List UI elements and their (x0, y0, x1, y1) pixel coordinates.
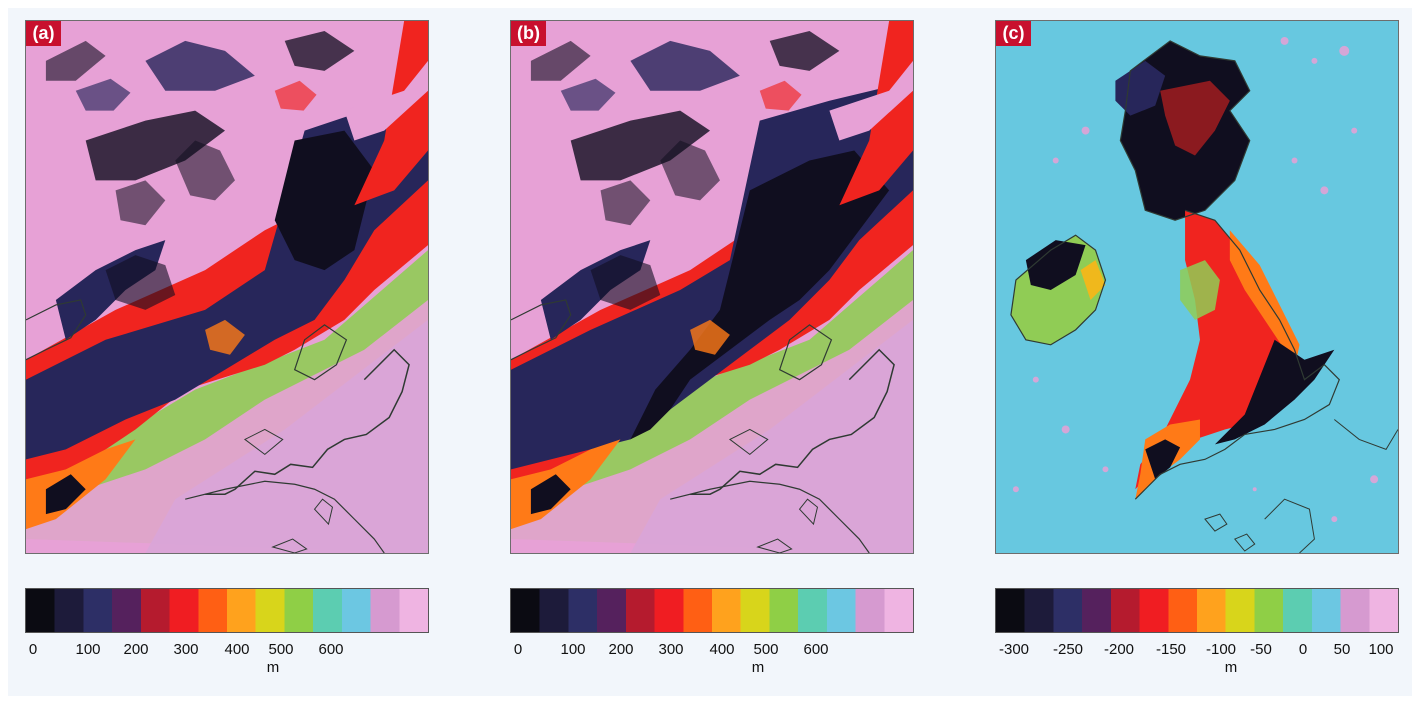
figure: (a) (8, 8, 1412, 696)
panel-a-unit: m (266, 659, 280, 676)
panel-c-tick: -300 (998, 641, 1030, 658)
panel-a-tick: 0 (28, 641, 38, 658)
panel-a-colorbar (25, 588, 429, 633)
panel-b-colorbar-ticks: 0 100 200 300 400 500 600 (510, 641, 914, 661)
panel-a-tick: 400 (224, 641, 250, 658)
panel-b-tick: 300 (658, 641, 684, 658)
panel-b-colorbar (510, 588, 914, 633)
panel-a-colorbar-ticks: 0 100 200 300 400 500 600 (25, 641, 429, 661)
panel-c-tick: -100 (1205, 641, 1237, 658)
panel-b-label: (b) (511, 21, 546, 46)
panel-c-tick: 50 (1333, 641, 1351, 658)
panel-c-colorbar (995, 588, 1399, 633)
panel-b-tick: 500 (753, 641, 779, 658)
panel-c-unit: m (1224, 659, 1238, 676)
panel-a-tick: 500 (268, 641, 294, 658)
panel-c-label: (c) (996, 21, 1031, 46)
panel-b-field (511, 21, 913, 553)
panel-b-unit: m (751, 659, 765, 676)
panel-b-tick: 600 (803, 641, 829, 658)
panel-b-map: (b) (510, 20, 914, 554)
panel-b-tick: 400 (709, 641, 735, 658)
panel-b-tick: 0 (513, 641, 523, 658)
panel-a-field (26, 21, 428, 553)
panel-c-tick: -250 (1052, 641, 1084, 658)
panel-c-tick: -150 (1155, 641, 1187, 658)
panel-a-tick: 600 (318, 641, 344, 658)
panel-c-tick: 100 (1368, 641, 1394, 658)
panel-c-tick: -200 (1103, 641, 1135, 658)
panel-a-label: (a) (26, 21, 61, 46)
panel-c-colorbar-ticks: -300 -250 -200 -150 -100 -50 0 50 100 (995, 641, 1399, 661)
panel-a-tick: 100 (75, 641, 101, 658)
panel-c-field (996, 21, 1398, 553)
panel-a-tick: 200 (123, 641, 149, 658)
panel-c-tick: -50 (1250, 641, 1272, 658)
panel-b-tick: 100 (560, 641, 586, 658)
panel-a-map: (a) (25, 20, 429, 554)
panel-c-tick: 0 (1298, 641, 1308, 658)
panel-b-tick: 200 (608, 641, 634, 658)
panel-c-map: (c) (995, 20, 1399, 554)
panel-a-tick: 300 (173, 641, 199, 658)
